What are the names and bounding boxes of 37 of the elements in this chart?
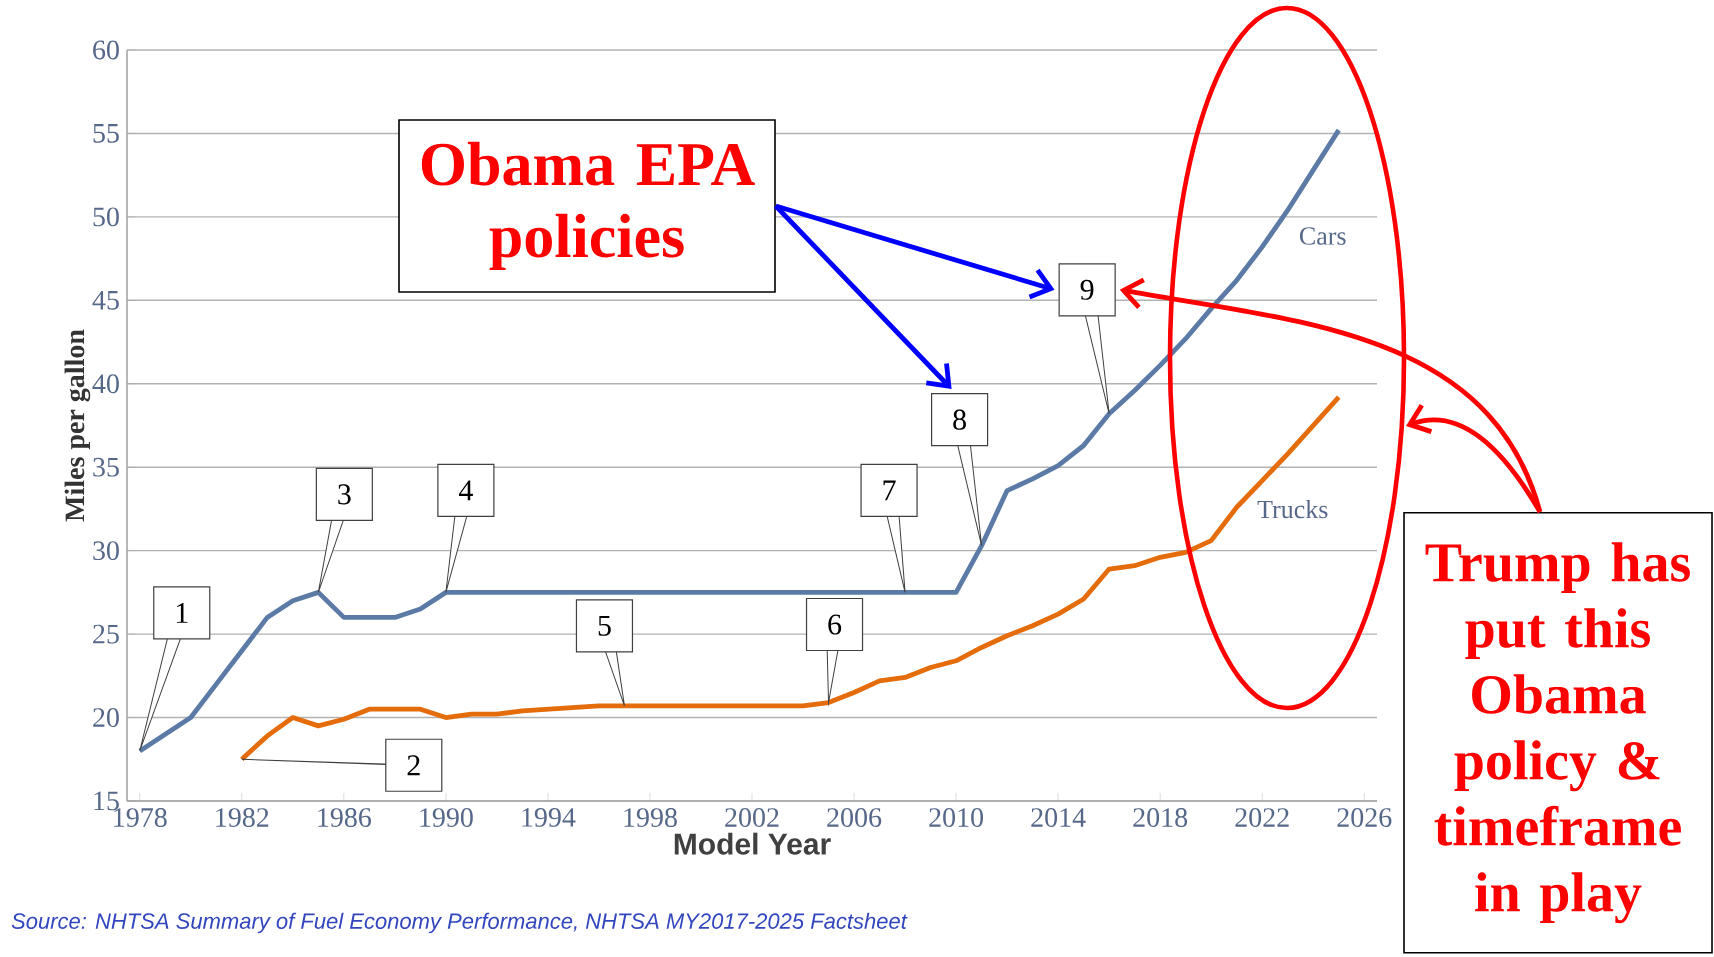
- annotation: 8: [953, 409, 966, 430]
- annotation: Obama EPA policies: [421, 141, 755, 271]
- annotation: 6: [828, 614, 842, 635]
- x-tick-label: 2022: [1235, 808, 1289, 827]
- source-note: Source: NHTSA Summary of Fuel Economy Performance, NHTSA MY2017-2025 Factsheet: [11, 912, 908, 934]
- series-label: Cars: [1299, 227, 1346, 245]
- annotation: 7: [883, 480, 896, 501]
- x-axis-title: Model Year: [674, 832, 831, 855]
- y-tick-label: 45: [92, 290, 119, 310]
- y-tick-label: 20: [93, 708, 119, 727]
- y-tick-label: 35: [93, 457, 119, 477]
- x-tick-label: 1998: [624, 808, 677, 827]
- x-tick-label: 1990: [420, 808, 473, 827]
- y-tick-label: 40: [92, 374, 119, 394]
- y-tick-label: 30: [93, 541, 119, 561]
- annotation: 9: [1080, 279, 1094, 300]
- x-tick-label: 2026: [1337, 808, 1392, 827]
- x-tick-label: 2018: [1133, 808, 1188, 827]
- x-tick-label: 2002: [725, 808, 779, 827]
- y-tick-label: 60: [93, 40, 119, 60]
- x-tick-label: 1994: [522, 808, 576, 827]
- annotation: 1: [176, 603, 188, 623]
- y-tick-label: 55: [93, 124, 119, 143]
- annotation: 5: [598, 615, 611, 636]
- annotation: 4: [458, 480, 473, 501]
- x-tick-label: 2006: [827, 808, 882, 827]
- text: Trump has put this Obama policy & timeframe in play: [1425, 542, 1690, 924]
- annotation: 3: [338, 484, 351, 505]
- x-tick-label: 1986: [318, 808, 372, 827]
- x-tick-label: 2010: [929, 808, 984, 827]
- annotation: 2: [407, 755, 420, 776]
- y-tick-label: 25: [93, 624, 119, 644]
- y-tick-label: 50: [93, 207, 119, 227]
- y-axis-title: Miles per gallon: [64, 329, 91, 522]
- series-label: Trucks: [1257, 499, 1328, 519]
- x-tick-label: 1982: [216, 808, 269, 827]
- x-tick-label: 2014: [1031, 808, 1086, 827]
